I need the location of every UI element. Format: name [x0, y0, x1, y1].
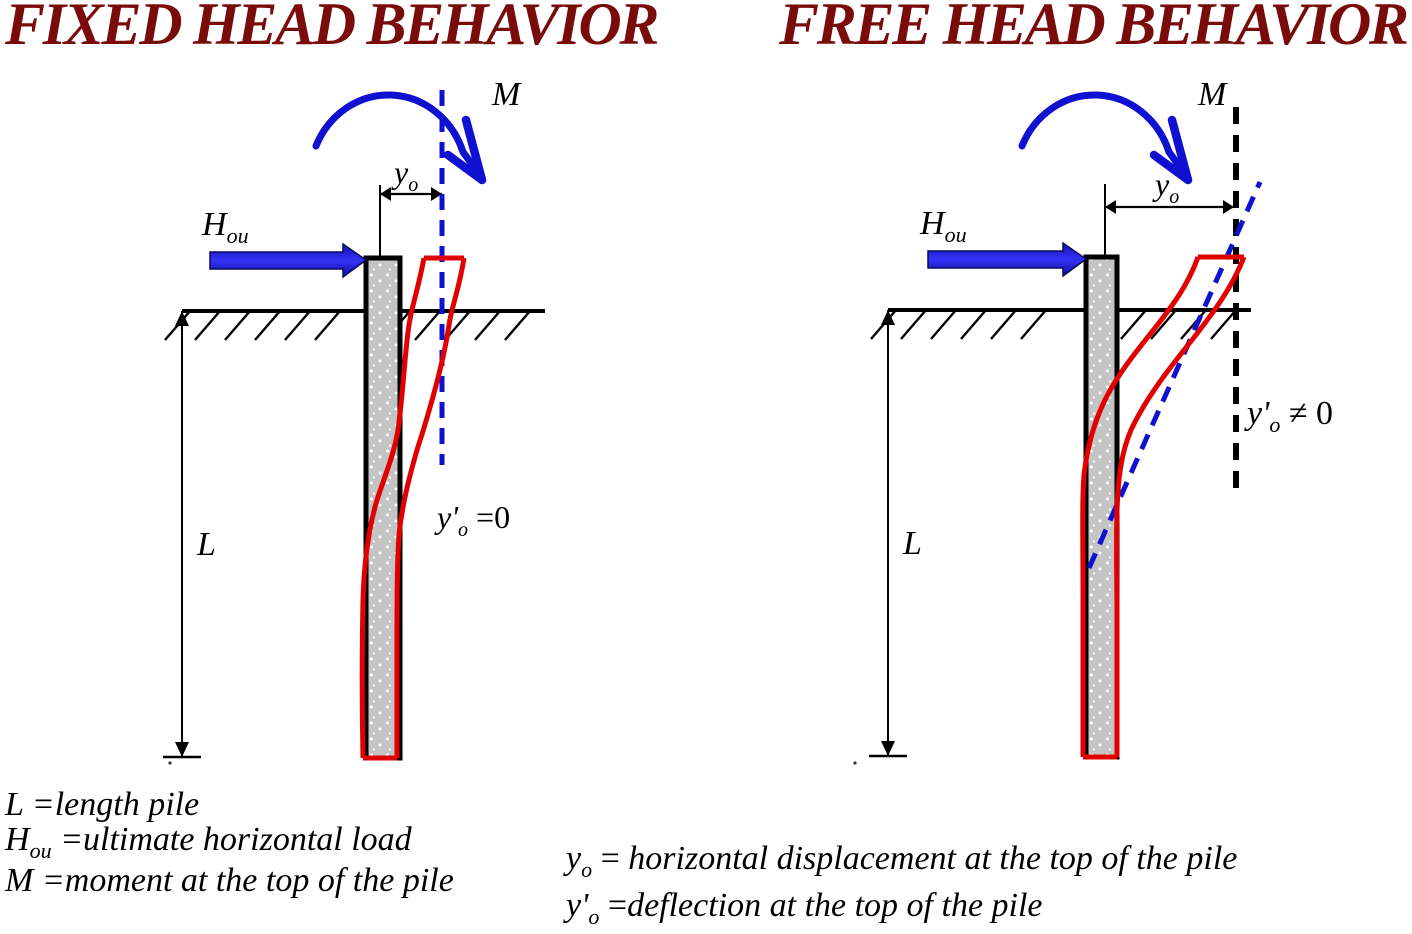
svg-text:y'o ≠ 0: y'o ≠ 0	[1244, 395, 1333, 437]
svg-text:L: L	[196, 526, 216, 563]
svg-text:FIXED HEAD BEHAVIOR: FIXED HEAD BEHAVIOR	[4, 0, 657, 57]
svg-text:L: L	[902, 525, 922, 562]
svg-text:y'o =deflection at the top of: y'o =deflection at the top of the pile	[563, 887, 1043, 929]
svg-text:L =length pile: L =length pile	[4, 786, 199, 823]
svg-text:Hou =ultimate horizontal load: Hou =ultimate horizontal load	[4, 821, 413, 863]
svg-text:M: M	[491, 76, 522, 113]
svg-text:FREE HEAD BEHAVIOR: FREE HEAD BEHAVIOR	[778, 0, 1407, 57]
svg-text:y'o =0: y'o =0	[434, 499, 510, 541]
svg-text:yo = horizontal displacement a: yo = horizontal displacement at the top …	[563, 840, 1237, 882]
svg-text:M =moment at the top of the pi: M =moment at the top of the pile	[4, 862, 454, 899]
svg-text:M: M	[1197, 76, 1228, 113]
